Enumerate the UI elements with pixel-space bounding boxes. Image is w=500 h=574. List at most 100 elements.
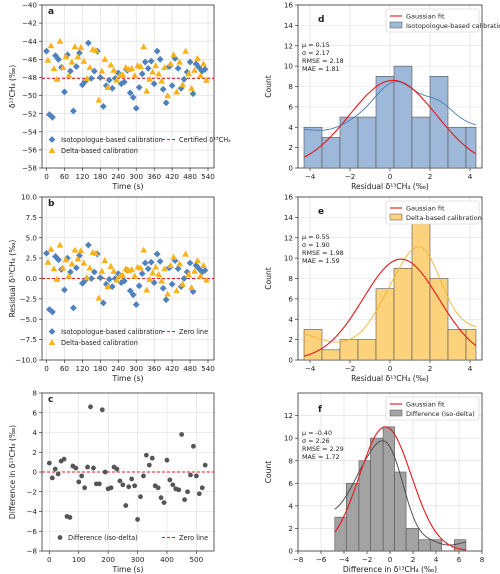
y-axis-label: Difference in δ¹³CH₄ (‰) — [8, 425, 17, 519]
y-tick-label: 10 — [284, 434, 294, 443]
stats-text: μ = -0.40 — [302, 429, 332, 437]
legend-label: Gaussian fit — [406, 13, 445, 21]
data-point — [150, 279, 158, 286]
data-point — [86, 64, 94, 71]
x-tick-label: 240 — [111, 172, 125, 181]
stats-text: σ = 1.90 — [302, 241, 330, 249]
y-tick-label: 12 — [284, 41, 293, 50]
data-point — [170, 51, 178, 58]
legend-label: Isotopologue-based calibration — [406, 22, 500, 30]
y-tick-label: 8 — [32, 389, 37, 398]
histogram-bar — [405, 528, 420, 552]
x-tick-label: −4 — [305, 172, 316, 181]
data-point — [61, 286, 68, 294]
data-point — [180, 275, 188, 282]
x-tick-label: 480 — [183, 172, 197, 181]
x-tick-label: −2 — [345, 172, 356, 181]
density-curve — [303, 246, 477, 343]
data-point — [194, 55, 201, 61]
data-point — [104, 84, 112, 90]
axes-frame — [41, 4, 215, 169]
histogram-bar — [447, 126, 467, 169]
data-point — [192, 60, 200, 68]
data-point — [71, 43, 79, 50]
data-point — [88, 404, 93, 410]
data-point — [59, 264, 67, 271]
data-point — [126, 89, 134, 97]
data-point — [101, 257, 109, 264]
data-point — [46, 460, 52, 466]
data-point — [149, 269, 157, 276]
scatter-panel-a: 0 60 120 180 240 300 360 420 480 540−58−56−54−52−… — [8, 1, 231, 191]
data-point — [87, 275, 95, 282]
data-point — [167, 60, 175, 67]
data-point — [50, 265, 58, 272]
y-tick-label: 10 — [284, 62, 294, 71]
data-point — [158, 277, 166, 284]
histogram-panel-f: −8 −6 −4 −2 0 2 4 6 8 0 2 4 6 8 10 12 Difference in δ¹³C… — [264, 392, 485, 574]
data-point — [183, 68, 191, 76]
histogram-panel-d: −4 −2 0 2 4 0 2 4 6 8 10 12 14 16 Residual δ¹³CH₄ (‰) C… — [264, 1, 500, 191]
x-tick-label: 200 — [101, 555, 115, 564]
data-point — [73, 465, 79, 471]
y-tick-label: 4 — [32, 428, 37, 437]
data-point — [59, 64, 67, 71]
data-point — [201, 266, 209, 274]
y-axis-label: δ¹³CH₄ (‰) — [8, 65, 17, 108]
legend-marker — [48, 136, 56, 143]
x-tick-label: 8 — [480, 555, 485, 564]
data-point — [188, 284, 195, 291]
data-point — [202, 462, 208, 468]
data-point — [64, 254, 71, 262]
data-point — [168, 82, 176, 89]
data-point — [201, 65, 209, 73]
data-point — [84, 39, 92, 47]
y-tick-label: 8 — [288, 274, 293, 283]
data-point — [98, 267, 106, 274]
data-point — [99, 103, 107, 110]
data-point — [146, 75, 154, 82]
data-point — [129, 476, 135, 482]
x-tick-label: −4 — [305, 364, 316, 373]
data-point — [179, 280, 186, 287]
data-point — [113, 76, 121, 83]
y-tick-label: −58 — [22, 164, 38, 173]
stats-text: RMSE = 2.29 — [302, 445, 344, 453]
data-point — [101, 55, 109, 62]
data-point — [92, 249, 100, 256]
data-point — [196, 491, 202, 497]
x-tick-label: 2 — [411, 555, 416, 564]
data-point — [70, 304, 77, 312]
data-point — [182, 47, 189, 54]
data-point — [176, 58, 183, 65]
y-tick-label: −2.5 — [20, 294, 37, 303]
data-point — [104, 283, 112, 290]
y-tick-label: 2 — [288, 335, 293, 344]
data-point — [161, 265, 169, 272]
x-axis-label: Difference in δ¹³CH₄ (‰) — [343, 565, 437, 574]
x-tick-label: 0 — [44, 172, 49, 181]
data-point — [49, 113, 56, 121]
histogram-bar — [375, 288, 395, 361]
panel-letter: e — [318, 207, 324, 217]
data-point — [128, 64, 136, 71]
y-tick-label: −10.0 — [15, 356, 37, 365]
data-point — [56, 37, 64, 44]
y-axis-label: Residual δ¹³CH₄ (‰) — [8, 240, 17, 318]
data-point — [71, 246, 79, 253]
x-tick-label: 540 — [201, 172, 215, 181]
data-point — [85, 464, 90, 470]
data-point — [108, 84, 116, 92]
data-point — [135, 517, 140, 522]
data-point — [153, 47, 161, 55]
data-point — [70, 107, 77, 115]
panel-letter: a — [48, 7, 54, 17]
data-point — [119, 71, 127, 78]
x-tick-label: −8 — [293, 555, 304, 564]
y-tick-label: 12 — [284, 233, 293, 242]
histogram-bar — [465, 126, 477, 169]
y-tick-label: 14 — [284, 21, 294, 30]
legend-swatch — [389, 409, 403, 417]
data-point — [162, 99, 170, 107]
histogram-bar — [418, 539, 431, 552]
